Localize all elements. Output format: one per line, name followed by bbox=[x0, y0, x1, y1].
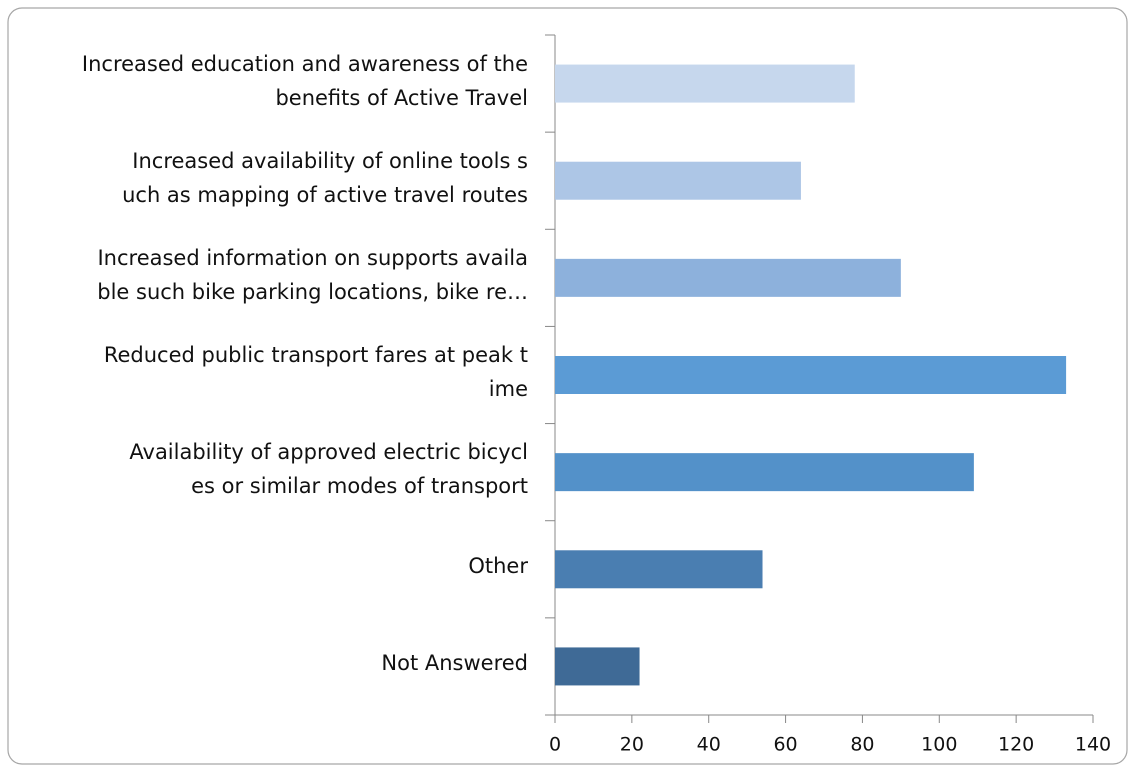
y-tick-label: Increased information on supports availa… bbox=[97, 245, 528, 304]
y-tick-label: Reduced public transport fares at peak t… bbox=[103, 343, 528, 401]
x-tick-label: 60 bbox=[773, 734, 797, 756]
bar bbox=[555, 356, 1067, 394]
x-tick-label: 20 bbox=[620, 734, 644, 756]
y-tick-label: Increased education and awareness of the… bbox=[81, 51, 528, 110]
bar bbox=[555, 258, 901, 297]
y-tick-label: Increased availability of online tools s… bbox=[122, 148, 528, 207]
bar bbox=[555, 64, 855, 103]
x-tick-label: 140 bbox=[1075, 734, 1111, 756]
x-tick-label: 120 bbox=[998, 734, 1034, 756]
y-tick-label: Other bbox=[468, 554, 528, 579]
bar bbox=[555, 161, 801, 200]
x-tick-label: 100 bbox=[921, 734, 957, 756]
bar bbox=[555, 550, 763, 589]
x-tick-label: 40 bbox=[697, 734, 721, 756]
y-tick-label: Availability of approved electric bicycl… bbox=[129, 440, 528, 499]
bar bbox=[555, 647, 640, 686]
x-tick-label: 0 bbox=[549, 734, 561, 756]
bar bbox=[555, 453, 974, 492]
y-tick-label: Not Answered bbox=[381, 651, 528, 676]
x-tick-label: 80 bbox=[850, 734, 874, 756]
